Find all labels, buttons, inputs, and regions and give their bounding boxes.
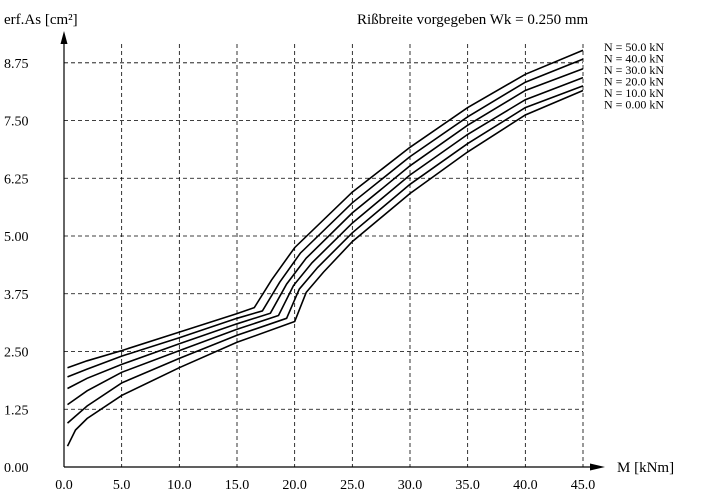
legend-entry: N = 30.0 kN xyxy=(604,63,664,77)
axes xyxy=(60,31,605,471)
grid xyxy=(64,44,584,467)
x-tick-label: 5.0 xyxy=(113,478,131,493)
x-tick-label: 15.0 xyxy=(225,478,250,493)
y-tick-label: 8.75 xyxy=(4,57,29,72)
x-axis-arrow xyxy=(590,463,605,471)
legend-entry: N = 20.0 kN xyxy=(604,75,664,89)
y-axis-arrow xyxy=(60,31,68,44)
x-tick-label: 25.0 xyxy=(340,478,365,493)
y-tick-label: 5.00 xyxy=(4,230,29,245)
y-axis-label: erf.As [cm²] xyxy=(4,12,78,28)
legend-entry: N = 10.0 kN xyxy=(604,86,664,100)
y-tick-label: 6.25 xyxy=(4,172,29,187)
y-tick-label: 3.75 xyxy=(4,288,29,303)
curves xyxy=(66,49,584,447)
x-tick-label: 30.0 xyxy=(398,478,423,493)
x-tick-label: 0.0 xyxy=(55,478,73,493)
x-tick-label: 45.0 xyxy=(571,478,596,493)
y-tick-label: 1.25 xyxy=(4,403,29,418)
series-line xyxy=(67,58,584,378)
series-line xyxy=(67,76,584,406)
x-tick-label: 20.0 xyxy=(282,478,307,493)
x-tick-label: 40.0 xyxy=(513,478,538,493)
legend-entry: N = 50.0 kN xyxy=(604,40,664,54)
x-axis-label: M [kNm] xyxy=(617,460,674,476)
legend-entry: N = 40.0 kN xyxy=(604,52,664,66)
y-tick-label: 0.00 xyxy=(4,461,29,476)
x-tick-label: 10.0 xyxy=(167,478,192,493)
chart-title: Rißbreite vorgegeben Wk = 0.250 mm xyxy=(357,12,589,28)
series-line xyxy=(67,68,584,390)
labels: 0.0 5.0 10.0 15.0 20.0 25.0 30.0 35.0 40.0 45.0 0.… xyxy=(4,40,664,493)
y-tick-label: 2.50 xyxy=(4,346,29,361)
series-line xyxy=(67,49,584,369)
series-line xyxy=(66,89,584,447)
legend-entry: N = 0.00 kN xyxy=(604,98,664,112)
x-tick-label: 35.0 xyxy=(455,478,480,493)
series-line xyxy=(66,85,584,424)
y-tick-label: 7.50 xyxy=(4,115,29,130)
